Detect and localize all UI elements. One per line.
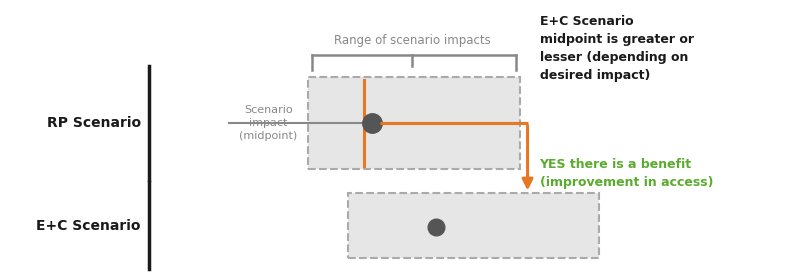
Bar	[348, 193, 599, 258]
Text: RP Scenario: RP Scenario	[46, 116, 141, 130]
Text: E+C Scenario
midpoint is greater or
lesser (depending on
desired impact): E+C Scenario midpoint is greater or less…	[539, 15, 694, 82]
Text: E+C Scenario: E+C Scenario	[37, 219, 141, 233]
Text: YES there is a benefit
(improvement in access): YES there is a benefit (improvement in a…	[539, 158, 713, 189]
Text: Scenario
impact
(midpoint): Scenario impact (midpoint)	[239, 105, 298, 141]
Text: Range of scenario impacts: Range of scenario impacts	[334, 34, 490, 47]
Bar	[308, 77, 519, 169]
